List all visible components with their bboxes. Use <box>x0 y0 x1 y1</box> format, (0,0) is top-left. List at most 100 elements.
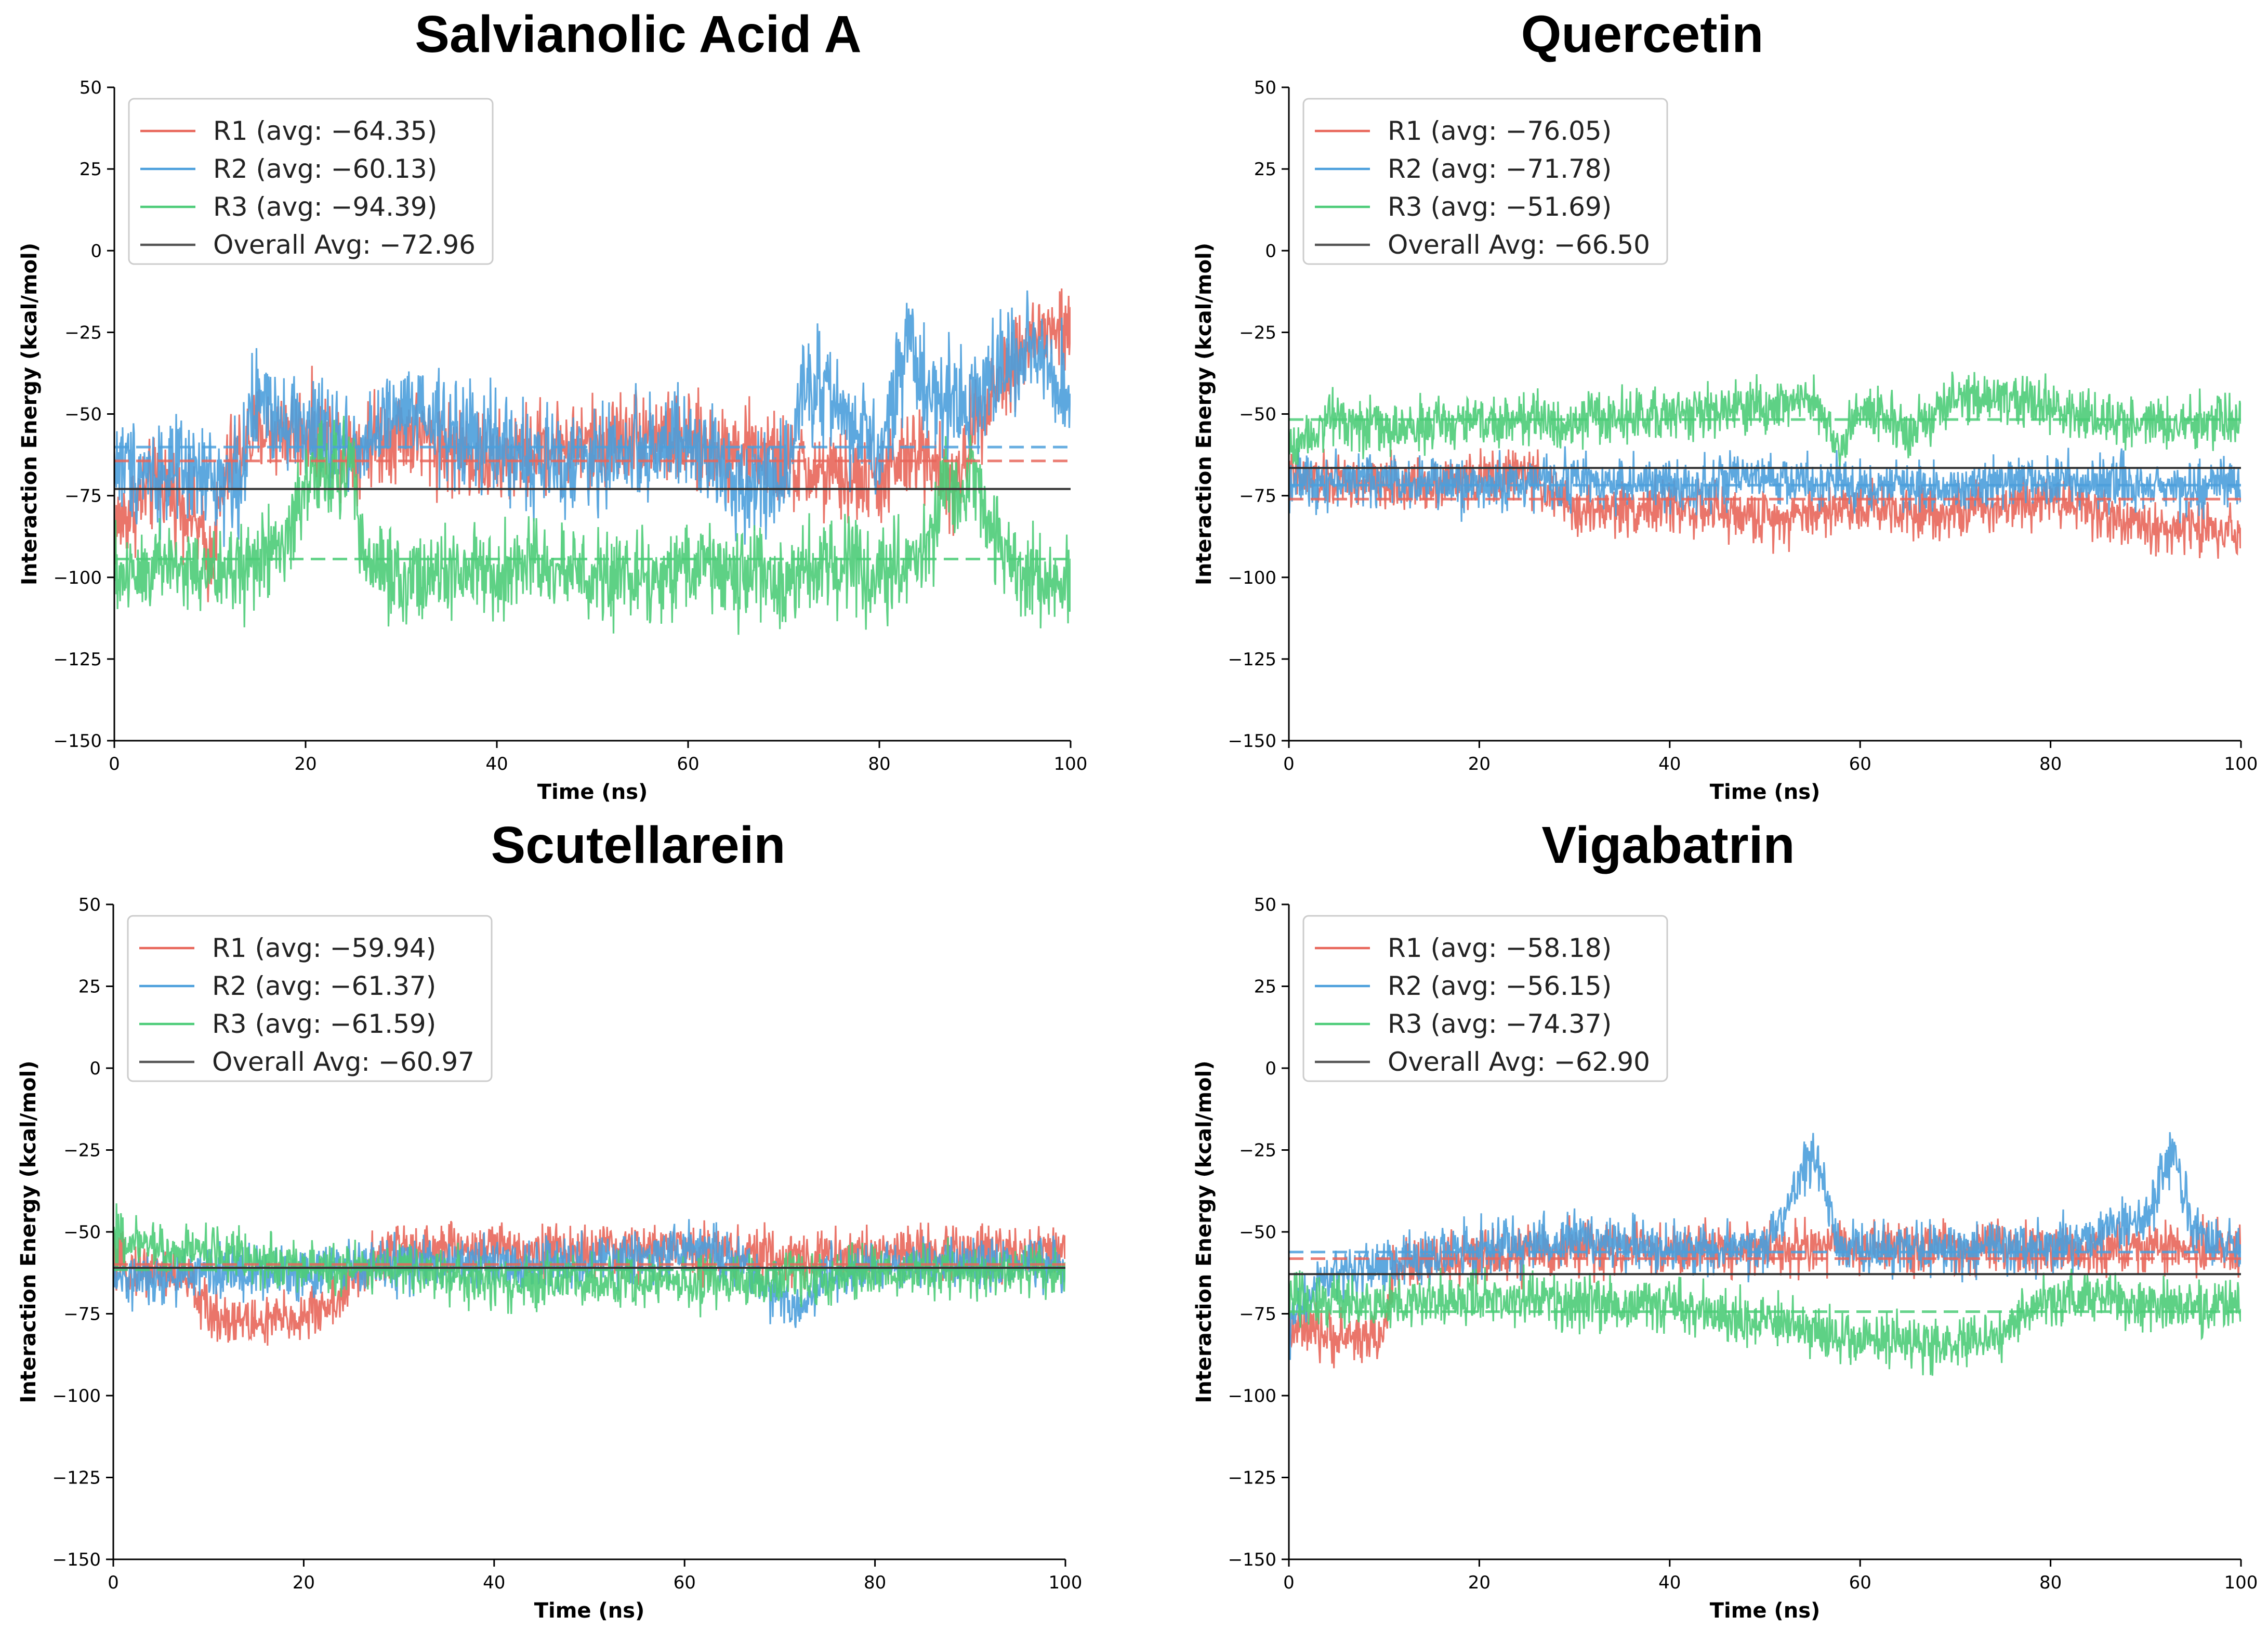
series-line-r3 <box>114 416 1071 635</box>
x-tick-label: 100 <box>1054 754 1088 774</box>
y-tick-label: −25 <box>63 1140 101 1161</box>
y-tick-label: −150 <box>1228 731 1276 752</box>
x-tick-label: 60 <box>1849 754 1871 774</box>
y-tick-label: −75 <box>63 1304 101 1325</box>
x-axis-label: Time (ns) <box>1710 780 1821 804</box>
x-tick-label: 60 <box>677 754 699 774</box>
x-tick-label: 20 <box>294 754 317 774</box>
x-tick-label: 80 <box>864 1572 886 1593</box>
x-tick-label: 20 <box>1468 754 1491 774</box>
y-tick-label: 25 <box>80 159 102 180</box>
legend-box <box>1302 98 1668 265</box>
y-tick-label: −25 <box>1239 322 1276 343</box>
y-axis-label: Interaction Energy (kcal/mol) <box>17 1060 41 1403</box>
plot-area <box>114 288 1071 635</box>
x-tick-label: 20 <box>1468 1572 1491 1593</box>
y-tick-label: 50 <box>1254 895 1276 915</box>
y-tick-label: −25 <box>64 322 102 343</box>
legend-label-r1: R1 (avg: −59.94) <box>212 933 436 963</box>
x-tick-label: 0 <box>109 754 120 774</box>
plot-area <box>1289 1132 2241 1376</box>
x-tick-label: 0 <box>1283 1572 1295 1593</box>
x-tick-label: 40 <box>1658 1572 1681 1593</box>
series-line-r3 <box>113 1203 1065 1318</box>
y-tick-label: −100 <box>1228 1386 1276 1407</box>
legend-label-overall-avg: Overall Avg: −62.90 <box>1388 1047 1650 1077</box>
x-tick-label: 20 <box>293 1572 315 1593</box>
legend: R1 (avg: −59.94) R2 (avg: −61.37) R3 (avg:… <box>127 915 493 1082</box>
chart-panel-4: Vigabatrin 50 25 0 −25 −50 −75 −100 −125 −150 0 20 4… <box>1192 816 2258 1623</box>
y-tick-label: −125 <box>52 1468 101 1489</box>
x-axis-label: Time (ns) <box>537 780 648 804</box>
x-axis-label: Time (ns) <box>534 1599 645 1623</box>
legend-label-overall-avg: Overall Avg: −66.50 <box>1388 230 1650 260</box>
chart-panel-1: Salvianolic Acid A 50 25 0 −25 −50 −75 −100 −125… <box>18 5 1087 804</box>
chart-title: Quercetin <box>1521 5 1764 63</box>
legend-label-r2: R2 (avg: −71.78) <box>1388 154 1612 184</box>
y-tick-label: −25 <box>1239 1140 1276 1161</box>
y-tick-label: 50 <box>78 895 101 915</box>
y-tick-label: 50 <box>1254 77 1276 98</box>
y-tick-label: −50 <box>1239 1222 1276 1243</box>
y-tick-label: 0 <box>89 1058 101 1079</box>
x-tick-label: 80 <box>2039 1572 2062 1593</box>
y-tick-label: −150 <box>1228 1549 1276 1570</box>
legend-label-r2: R2 (avg: −60.13) <box>213 154 437 184</box>
chart-title: Scutellarein <box>491 816 786 874</box>
y-tick-label: 50 <box>80 77 102 98</box>
y-tick-label: −50 <box>1239 404 1276 425</box>
legend-label-overall-avg: Overall Avg: −60.97 <box>212 1047 474 1077</box>
x-tick-label: 40 <box>483 1572 505 1593</box>
y-tick-label: −50 <box>64 404 102 425</box>
legend-box <box>128 98 494 265</box>
legend: R1 (avg: −58.18) R2 (avg: −56.15) R3 (avg:… <box>1302 915 1668 1082</box>
y-tick-label: −50 <box>63 1222 101 1243</box>
plot-area <box>113 1203 1065 1346</box>
chart-panel-2: Quercetin 50 25 0 −25 −50 −75 −100 −125 −150 0 20 40… <box>1192 5 2258 804</box>
y-tick-label: 0 <box>1265 1058 1276 1079</box>
y-tick-label: 25 <box>1254 977 1276 997</box>
y-tick-label: 0 <box>1265 241 1276 261</box>
legend-label-r1: R1 (avg: −58.18) <box>1388 933 1612 963</box>
plot-area <box>1289 371 2241 559</box>
series-line-r2 <box>1289 1132 2241 1360</box>
x-tick-label: 100 <box>2224 754 2258 774</box>
x-tick-label: 60 <box>674 1572 696 1593</box>
legend-label-overall-avg: Overall Avg: −72.96 <box>213 230 476 260</box>
legend: R1 (avg: −64.35) R2 (avg: −60.13) R3 (avg:… <box>128 98 494 265</box>
y-axis-label: Interaction Energy (kcal/mol) <box>1192 1060 1216 1403</box>
chart-panel-3: Scutellarein 50 25 0 −25 −50 −75 −100 −125 −150 0 2… <box>17 816 1082 1623</box>
x-tick-label: 0 <box>1283 754 1295 774</box>
legend-label-r3: R3 (avg: −51.69) <box>1388 192 1612 222</box>
y-tick-label: 25 <box>78 977 101 997</box>
x-tick-label: 100 <box>1049 1572 1083 1593</box>
legend-box <box>1302 915 1668 1082</box>
legend-box <box>127 915 493 1082</box>
series-line-r2 <box>1289 446 2241 523</box>
legend-label-r1: R1 (avg: −64.35) <box>213 116 437 146</box>
legend-label-r2: R2 (avg: −56.15) <box>1388 971 1612 1001</box>
x-axis-label: Time (ns) <box>1710 1599 1821 1623</box>
y-tick-label: −75 <box>1239 1304 1276 1325</box>
legend: R1 (avg: −76.05) R2 (avg: −71.78) R3 (avg:… <box>1302 98 1668 265</box>
x-tick-label: 40 <box>1658 754 1681 774</box>
x-tick-label: 80 <box>2039 754 2062 774</box>
legend-label-r2: R2 (avg: −61.37) <box>212 971 436 1001</box>
legend-label-r1: R1 (avg: −76.05) <box>1388 116 1612 146</box>
y-tick-label: −100 <box>52 1386 101 1407</box>
y-tick-label: −100 <box>1228 568 1276 588</box>
legend-label-r3: R3 (avg: −74.37) <box>1388 1009 1612 1039</box>
chart-title: Vigabatrin <box>1541 816 1795 874</box>
y-tick-label: −150 <box>52 1549 101 1570</box>
y-tick-label: −75 <box>64 486 102 507</box>
y-tick-label: 0 <box>90 241 102 261</box>
y-axis-label: Interaction Energy (kcal/mol) <box>1192 243 1216 585</box>
legend-label-r3: R3 (avg: −94.39) <box>213 192 437 222</box>
series-line-r3 <box>1289 1264 2241 1376</box>
y-tick-label: −125 <box>1228 1468 1276 1489</box>
x-tick-label: 40 <box>485 754 508 774</box>
y-tick-label: −75 <box>1239 486 1276 507</box>
y-tick-label: −150 <box>54 731 102 752</box>
series-line-r2 <box>114 290 1071 547</box>
